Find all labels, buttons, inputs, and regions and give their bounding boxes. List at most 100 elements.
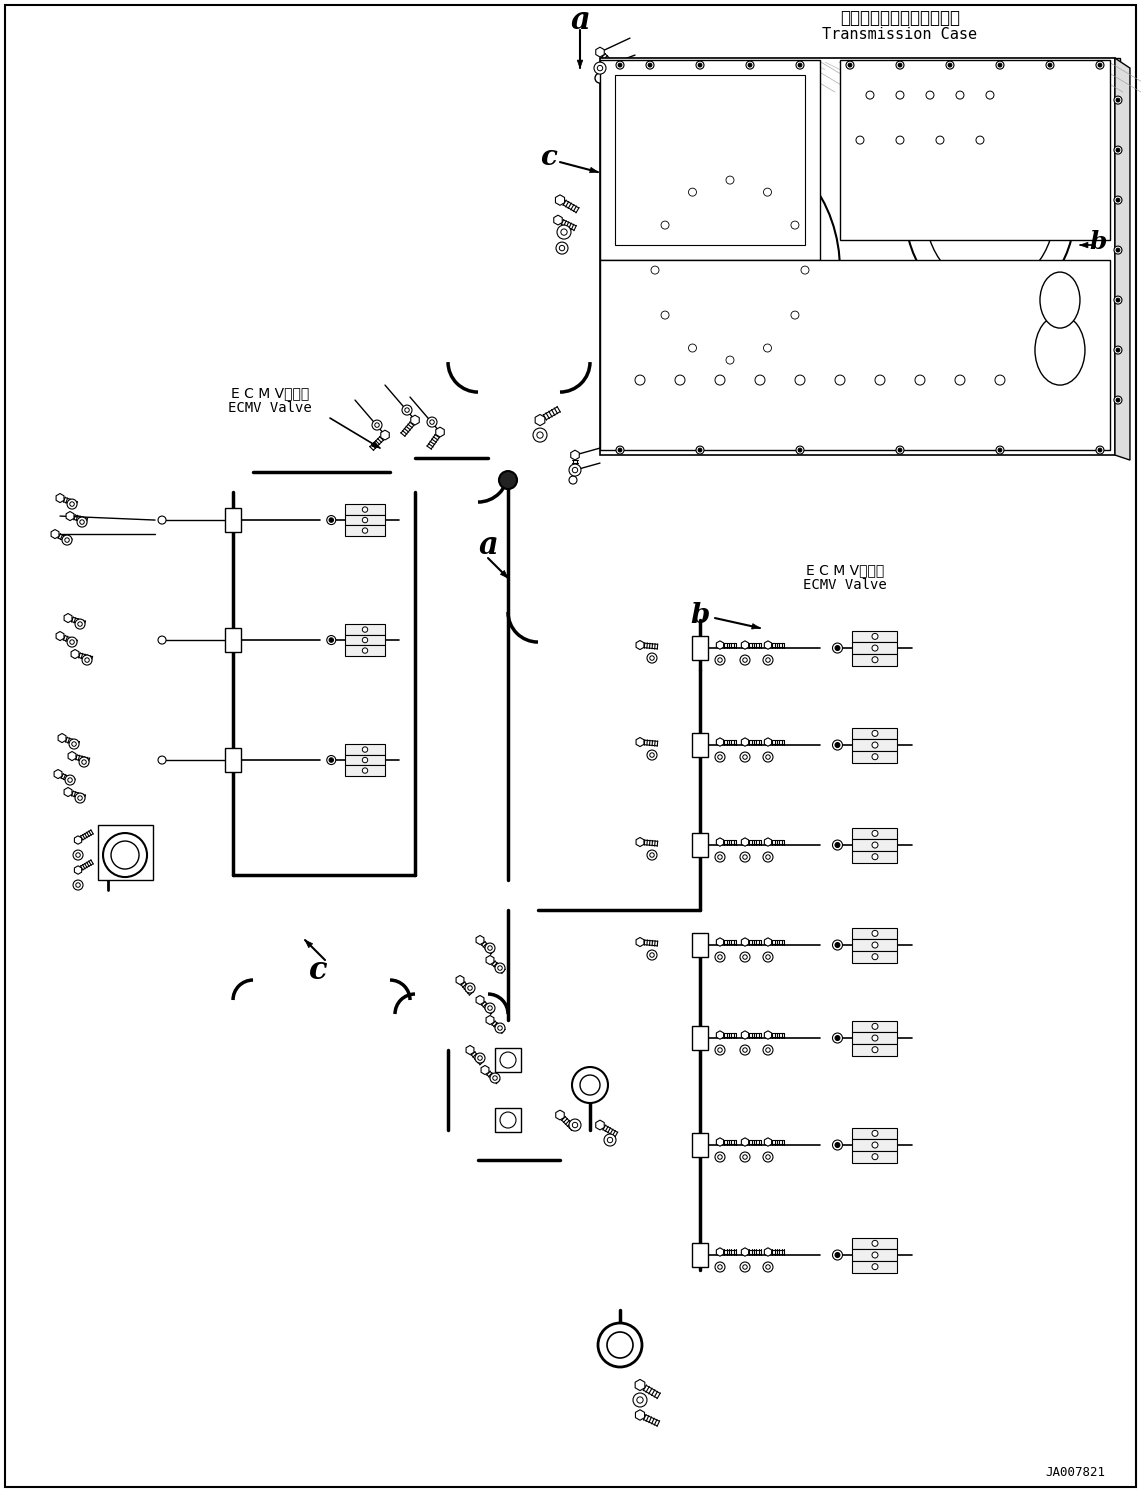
Circle shape [715,1152,725,1162]
Circle shape [763,345,771,352]
Bar [852,739,898,750]
Circle shape [57,633,63,639]
Polygon shape [764,642,771,649]
Bar [225,509,241,533]
Circle shape [715,852,725,862]
Polygon shape [742,1031,748,1040]
Circle shape [569,1119,581,1131]
Circle shape [715,752,725,762]
Circle shape [833,1250,842,1261]
Circle shape [766,940,770,944]
Polygon shape [411,415,419,425]
Circle shape [1114,346,1122,354]
Polygon shape [596,1120,605,1129]
Circle shape [743,840,747,844]
Circle shape [618,63,622,67]
Circle shape [898,448,903,452]
Polygon shape [51,530,59,539]
Polygon shape [636,1410,645,1420]
Polygon shape [56,494,64,503]
Circle shape [956,91,964,98]
Text: トランスミッションケース: トランスミッションケース [840,9,960,27]
Circle shape [1114,146,1122,154]
Circle shape [872,1131,877,1137]
Polygon shape [535,415,545,425]
Circle shape [872,1153,877,1159]
Polygon shape [752,624,760,630]
Circle shape [718,1032,722,1037]
Circle shape [637,1397,644,1402]
Circle shape [55,771,60,777]
Circle shape [872,831,877,837]
Bar [852,631,898,642]
Bar [852,642,898,653]
Polygon shape [590,167,598,173]
Polygon shape [486,1016,494,1025]
Circle shape [57,495,63,501]
Circle shape [763,752,772,762]
Circle shape [1114,195,1122,204]
Polygon shape [1081,242,1089,248]
Circle shape [875,374,885,385]
Circle shape [78,795,82,800]
Circle shape [382,433,388,439]
Ellipse shape [1035,315,1085,385]
Circle shape [766,755,770,759]
Circle shape [766,1249,770,1255]
Circle shape [741,1262,750,1273]
Circle shape [67,498,78,509]
Circle shape [872,941,877,947]
Circle shape [572,1067,608,1103]
Circle shape [796,61,804,69]
Circle shape [597,1122,602,1128]
Circle shape [604,1134,616,1146]
Circle shape [363,507,367,512]
Bar [495,1109,521,1132]
Polygon shape [372,442,380,448]
Circle shape [500,1112,516,1128]
Circle shape [872,953,877,959]
Circle shape [594,73,605,84]
Circle shape [715,952,725,962]
Circle shape [766,1155,770,1159]
Bar [852,1261,898,1273]
Text: Transmission Case: Transmission Case [823,27,978,42]
Circle shape [65,537,70,542]
Circle shape [78,622,82,627]
Circle shape [718,643,722,648]
Circle shape [75,837,81,843]
Bar [852,1249,898,1261]
Polygon shape [742,839,748,846]
Circle shape [926,91,934,98]
Polygon shape [717,1031,723,1040]
Circle shape [1046,61,1054,69]
Circle shape [766,955,770,959]
Circle shape [487,946,492,950]
Text: a: a [478,530,497,561]
Circle shape [743,955,747,959]
Polygon shape [68,752,76,761]
Circle shape [898,63,903,67]
Circle shape [80,519,84,524]
Circle shape [766,643,770,648]
Circle shape [1116,148,1120,152]
Circle shape [326,516,335,525]
Circle shape [72,652,78,656]
Circle shape [329,518,333,522]
Bar [852,1032,898,1044]
Circle shape [493,1076,497,1080]
Circle shape [556,242,568,254]
Circle shape [485,1003,495,1013]
Circle shape [363,768,367,773]
Circle shape [649,656,654,661]
Polygon shape [764,1247,771,1256]
Circle shape [70,501,74,506]
Circle shape [766,740,770,745]
Bar [852,1128,898,1140]
Polygon shape [577,60,583,69]
Circle shape [487,958,493,962]
Ellipse shape [905,110,1075,310]
Circle shape [986,91,994,98]
Circle shape [497,965,502,970]
Circle shape [743,1155,747,1159]
